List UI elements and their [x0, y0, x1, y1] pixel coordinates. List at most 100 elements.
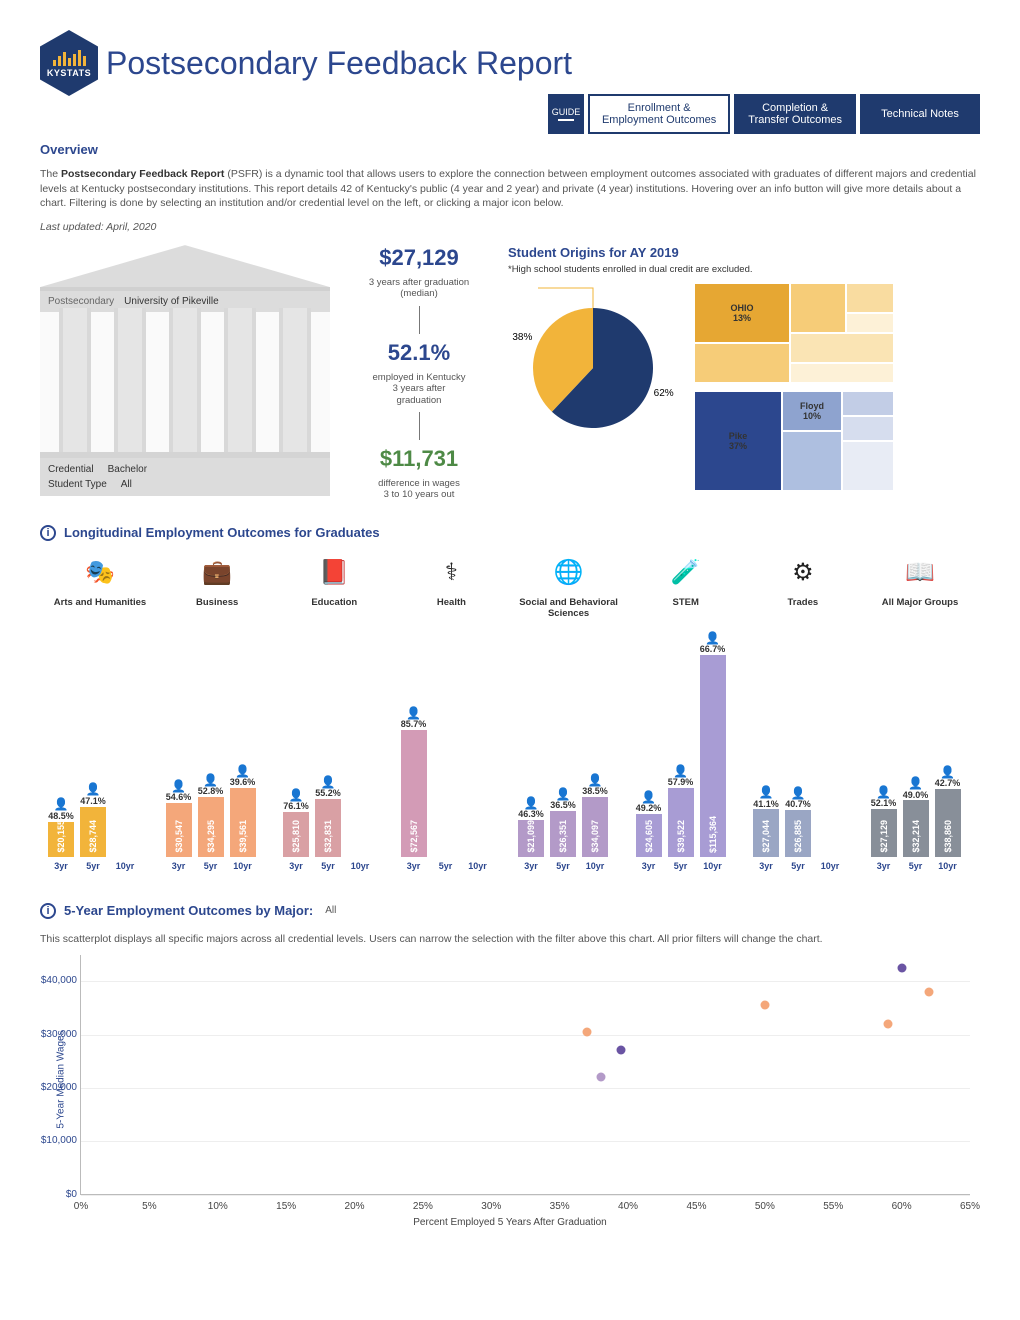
- scatter-point[interactable]: [883, 1019, 892, 1028]
- major-label: Business: [163, 597, 271, 621]
- scatter-plot[interactable]: 5-Year Median Wages $0$10,000$20,000$30,…: [80, 955, 970, 1195]
- major-filter-5[interactable]: 🧪 STEM: [632, 555, 740, 621]
- stat-value: $27,129: [379, 245, 459, 271]
- building-roof: [40, 245, 330, 287]
- major-icon: 🧪: [632, 555, 740, 591]
- origins-treemap[interactable]: OHIO13% Pike37%Floyd10%: [694, 283, 894, 491]
- major-filter-2[interactable]: 📕 Education: [280, 555, 388, 621]
- bar[interactable]: $34,295👤52.8%5yr: [198, 797, 224, 857]
- logo-bars: [53, 48, 86, 66]
- major-label: Trades: [749, 597, 857, 621]
- major-filter-4[interactable]: 🌐Social and Behavioral Sciences: [515, 555, 623, 621]
- major-icons-row: 🎭Arts and Humanities💼 Business 📕 Education ⚕…: [40, 555, 980, 621]
- info-icon[interactable]: i: [40, 525, 56, 541]
- bar[interactable]: $115,364👤66.7%10yr: [700, 655, 726, 857]
- student-origins: Student Origins for AY 2019 *High school…: [508, 245, 980, 501]
- scatter-filter-value[interactable]: All: [325, 905, 336, 916]
- bar[interactable]: $34,097👤38.5%10yr: [582, 797, 608, 857]
- filter-building: Postsecondary University of Pikeville Cr…: [40, 245, 330, 501]
- scatter-xlabel: Percent Employed 5 Years After Graduatio…: [40, 1217, 980, 1228]
- guide-button[interactable]: GUIDE: [548, 94, 584, 134]
- treemap-out-of-state: OHIO13%: [694, 283, 894, 383]
- bar[interactable]: $26,351👤36.5%5yr: [550, 811, 576, 857]
- tab-completion[interactable]: Completion &Transfer Outcomes: [734, 94, 856, 134]
- svg-text:38%: 38%: [512, 332, 532, 343]
- bar[interactable]: $26,885👤40.7%5yr: [785, 810, 811, 857]
- scatter-point[interactable]: [596, 1072, 605, 1081]
- overview-description: The Postsecondary Feedback Report (PSFR)…: [40, 167, 980, 211]
- svg-text:62%: 62%: [654, 388, 674, 399]
- major-filter-6[interactable]: ⚙ Trades: [749, 555, 857, 621]
- bar[interactable]: $21,099👤46.3%3yr: [518, 820, 544, 857]
- scatter-point[interactable]: [583, 1027, 592, 1036]
- scatter-point[interactable]: [924, 987, 933, 996]
- bar[interactable]: $30,547👤54.6%3yr: [166, 803, 192, 856]
- major-filter-7[interactable]: 📖 All Major Groups: [866, 555, 974, 621]
- scatter-point[interactable]: [617, 1046, 626, 1055]
- scatter-point[interactable]: [897, 964, 906, 973]
- bar[interactable]: $27,044👤41.1%3yr: [753, 809, 779, 856]
- nav-tabs: GUIDE Enrollment &Employment Outcomes Co…: [548, 94, 980, 134]
- longitudinal-heading: Longitudinal Employment Outcomes for Gra…: [64, 525, 380, 540]
- major-filter-3[interactable]: ⚕ Health: [397, 555, 505, 621]
- stat-label: 3 years after graduation(median): [369, 277, 469, 300]
- scatter-ylabel: 5-Year Median Wages: [56, 880, 67, 1280]
- bar[interactable]: $39,561👤39.6%10yr: [230, 788, 256, 857]
- major-icon: 💼: [163, 555, 271, 591]
- stat-label: difference in wages3 to 10 years out: [378, 478, 460, 501]
- major-label: Social and Behavioral Sciences: [515, 597, 623, 621]
- tab-enrollment[interactable]: Enrollment &Employment Outcomes: [588, 94, 730, 134]
- bar[interactable]: $72,567👤85.7%3yr: [401, 730, 427, 857]
- scatter-heading: 5-Year Employment Outcomes by Major:: [64, 903, 313, 918]
- bar[interactable]: $20,155👤48.5%3yr: [48, 822, 74, 857]
- building-columns: [40, 312, 330, 452]
- stat-value: $11,731: [380, 446, 458, 472]
- bar[interactable]: $38,860👤42.7%10yr: [935, 789, 961, 857]
- scatter-point[interactable]: [760, 1001, 769, 1010]
- bar[interactable]: $32,214👤49.0%5yr: [903, 800, 929, 856]
- major-label: Health: [397, 597, 505, 621]
- major-label: Education: [280, 597, 388, 621]
- guide-label: GUIDE: [552, 107, 581, 117]
- origins-note: *High school students enrolled in dual c…: [508, 264, 980, 275]
- postsecondary-value: University of Pikeville: [124, 296, 218, 307]
- bar[interactable]: $24,605👤49.2%3yr: [636, 814, 662, 857]
- bar[interactable]: $27,129👤52.1%3yr: [871, 809, 897, 856]
- scatter-heading-row: i 5-Year Employment Outcomes by Major: A…: [40, 903, 980, 919]
- major-filter-1[interactable]: 💼 Business: [163, 555, 271, 621]
- bar[interactable]: $39,522👤57.9%5yr: [668, 788, 694, 857]
- pie-svg: 62% 38%: [508, 283, 678, 453]
- treemap-in-state: Pike37%Floyd10%: [694, 391, 894, 491]
- kystats-logo: KYSTATS: [40, 30, 98, 96]
- postsecondary-key: Postsecondary: [48, 296, 114, 307]
- bar[interactable]: $32,831👤55.2%5yr: [315, 799, 341, 856]
- bar[interactable]: $28,744👤47.1%5yr: [80, 807, 106, 857]
- origins-pie-chart[interactable]: 62% 38%: [508, 283, 678, 453]
- major-label: Arts and Humanities: [46, 597, 154, 621]
- bar[interactable]: $25,810👤76.1%3yr: [283, 812, 309, 857]
- major-filter-0[interactable]: 🎭Arts and Humanities: [46, 555, 154, 621]
- major-icon: ⚙: [749, 555, 857, 591]
- major-icon: 📕: [280, 555, 388, 591]
- major-icon: 📖: [866, 555, 974, 591]
- logo-text: KYSTATS: [47, 68, 91, 78]
- info-icon[interactable]: i: [40, 903, 56, 919]
- credential-value: Bachelor: [108, 464, 147, 475]
- stat-label: employed in Kentucky3 years aftergraduat…: [373, 372, 466, 406]
- key-stats: $27,129 3 years after graduation(median) 5…: [344, 245, 494, 501]
- report-header: KYSTATS Postsecondary Feedback Report: [40, 30, 980, 96]
- tab-technical-notes[interactable]: Technical Notes: [860, 94, 980, 134]
- major-label: STEM: [632, 597, 740, 621]
- credential-key: Credential: [48, 464, 94, 475]
- studenttype-filter[interactable]: Student Type All: [48, 479, 322, 490]
- stat-value: 52.1%: [388, 340, 450, 366]
- major-label: All Major Groups: [866, 597, 974, 621]
- major-icon: ⚕: [397, 555, 505, 591]
- credential-filter[interactable]: Credential Bachelor: [48, 464, 322, 475]
- longitudinal-heading-row: i Longitudinal Employment Outcomes for G…: [40, 525, 980, 541]
- studenttype-value: All: [121, 479, 132, 490]
- studenttype-key: Student Type: [48, 479, 107, 490]
- origins-heading: Student Origins for AY 2019: [508, 245, 980, 260]
- summary-row: Postsecondary University of Pikeville Cr…: [40, 245, 980, 501]
- last-updated: Last updated: April, 2020: [40, 221, 980, 233]
